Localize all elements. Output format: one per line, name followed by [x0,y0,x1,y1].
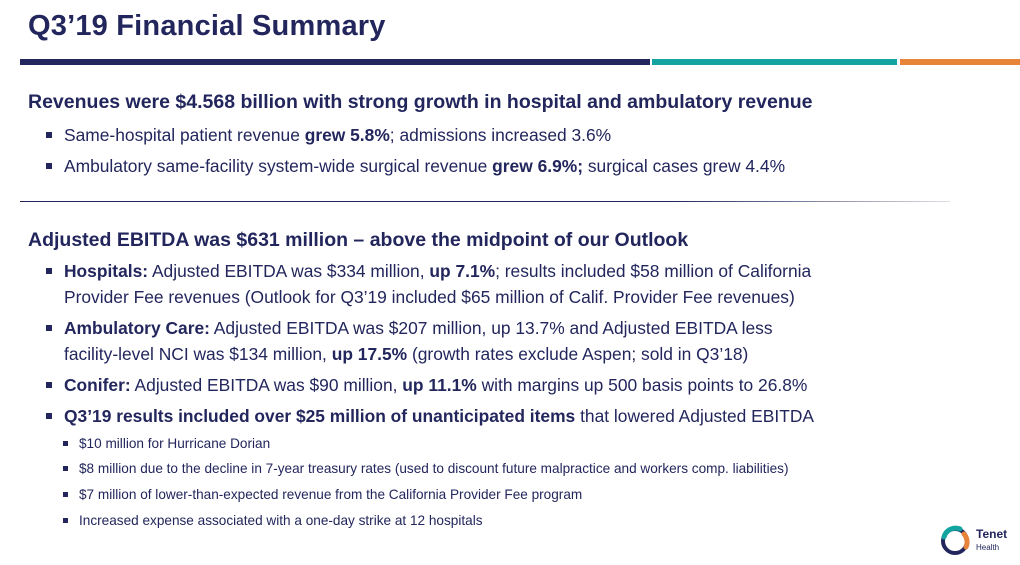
bullet-emphasis: grew 5.8% [304,125,390,145]
sub-bullet-marker [63,466,68,471]
bullet-text: surgical cases grew 4.4% [583,156,786,176]
bullet-text: Same-hospital patient revenue [64,125,305,145]
bullet-text: ; results included $58 million of Califo… [495,261,812,281]
bullet-emphasis: Hospitals: [64,261,149,281]
sub-bullet-text: $7 million of lower-than-expected revenu… [79,487,583,502]
sub-bullet-marker [63,441,68,446]
bullet-text: Adjusted EBITDA was $207 million, up 13.… [209,318,773,338]
bullet-emphasis: up 7.1% [429,261,496,281]
bullet-text-continuation: (growth rates exclude Aspen; sold in Q3’… [407,344,749,364]
bullet-text-continuation: facility-level NCI was $134 million, [64,344,332,364]
page-title: Q3’19 Financial Summary [28,10,386,42]
bullet-marker [46,382,52,388]
bullet-marker [46,268,52,274]
bullet-text: Adjusted EBITDA was $90 million, [130,375,403,395]
sub-bullet-text: $10 million for Hurricane Dorian [79,436,271,451]
revenue-heading: Revenues were $4.568 billion with strong… [28,91,813,113]
sub-bullet-text: $8 million due to the decline in 7-year … [79,461,789,476]
title-underline-teal [652,59,897,65]
bullet-text: with margins up 500 basis points to 26.8… [476,375,808,395]
title-underline-navy [20,59,650,65]
bullet-emphasis: up 11.1% [402,375,477,395]
bullet-marker [46,132,52,138]
title-underline-orange [900,59,1020,65]
section-divider [20,201,950,202]
ebitda-heading: Adjusted EBITDA was $631 million – above… [28,229,689,251]
bullet-marker [46,325,52,331]
bullet-text: ; admissions increased 3.6% [389,125,612,145]
sub-bullet-marker [63,492,68,497]
bullet-text: Adjusted EBITDA was $334 million, [148,261,430,281]
logo-mark-icon [941,525,970,555]
bullet-emphasis: Q3’19 results included over $25 million … [64,406,576,426]
sub-bullet-text: Increased expense associated with a one-… [79,513,483,528]
bullet-text: Ambulatory same-facility system-wide sur… [64,156,493,176]
logo-wordmark: Tenet [976,527,1008,541]
bullet-emphasis: grew 6.9%; [492,156,584,176]
bullet-marker [46,413,52,419]
bullet-emphasis: Conifer: [64,375,131,395]
sub-bullet-marker [63,518,68,523]
bullet-emphasis: up 17.5% [331,344,408,364]
bullet-text: that lowered Adjusted EBITDA [575,406,814,426]
bullet-marker [46,163,52,169]
tenet-health-logo: Tenet Health [938,523,1018,559]
logo-subtitle: Health [976,543,1000,552]
bullet-emphasis: Ambulatory Care: [64,318,210,338]
bullet-text-continuation: Provider Fee revenues (Outlook for Q3’19… [64,287,795,307]
